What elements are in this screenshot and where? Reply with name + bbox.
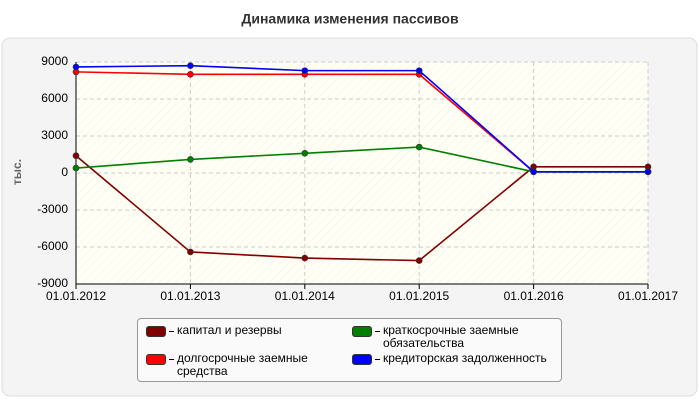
legend-swatch [352, 326, 372, 337]
x-tick-label: 01.01.2013 [160, 289, 220, 303]
legend-dash [375, 359, 380, 360]
point [187, 62, 194, 69]
point [644, 168, 652, 176]
point [72, 164, 80, 172]
series-line [75, 64, 648, 173]
point [415, 143, 423, 151]
x-tick-label: 01.01.2015 [389, 289, 449, 303]
legend-item: капитал и резервы [146, 324, 346, 350]
point [187, 156, 194, 163]
point [187, 248, 194, 256]
legend-item: долгосрочные заемные средства [146, 352, 346, 378]
legend-label: краткосрочные заемные обязательства [383, 323, 519, 350]
x-tick-label: 01.01.2017 [618, 289, 678, 303]
chart-title: Динамика изменения пассивов [241, 11, 459, 27]
y-tick-label: -6000 [37, 239, 68, 253]
point [415, 67, 423, 74]
point [301, 149, 309, 157]
series-line [75, 155, 648, 262]
y-tick-label: 0 [61, 165, 68, 179]
y-tick-label: 3000 [41, 128, 68, 142]
legend-item: кредиторская задолженность [352, 352, 562, 378]
legend-swatch [146, 354, 166, 365]
point [72, 152, 80, 160]
point [301, 254, 309, 262]
point [187, 71, 194, 78]
legend-swatch [352, 354, 372, 365]
y-axis-label: тыс. [10, 159, 24, 185]
legend-dash [169, 331, 174, 332]
legend-swatch [146, 326, 166, 337]
y-tick-label: 9000 [41, 54, 68, 68]
legend-item: краткосрочные заемные обязательства [352, 324, 562, 350]
y-tick-label: -9000 [37, 276, 68, 290]
point [301, 67, 309, 74]
legend: капитал и резервы долгосрочные заемные ср… [137, 318, 562, 382]
legend-dash [169, 359, 174, 360]
x-tick-label: 01.01.2012 [46, 289, 106, 303]
y-tick-label: 6000 [41, 91, 68, 105]
point [530, 168, 537, 176]
legend-dash [375, 331, 380, 332]
y-tick-label: -3000 [37, 202, 68, 216]
point [72, 63, 80, 71]
point [415, 257, 423, 264]
legend-label: капитал и резервы [177, 323, 282, 337]
x-tick-label: 01.01.2014 [275, 289, 335, 303]
x-tick-label: 01.01.2016 [504, 289, 564, 303]
legend-label: долгосрочные заемные средства [177, 351, 308, 378]
legend-label: кредиторская задолженность [383, 351, 547, 365]
